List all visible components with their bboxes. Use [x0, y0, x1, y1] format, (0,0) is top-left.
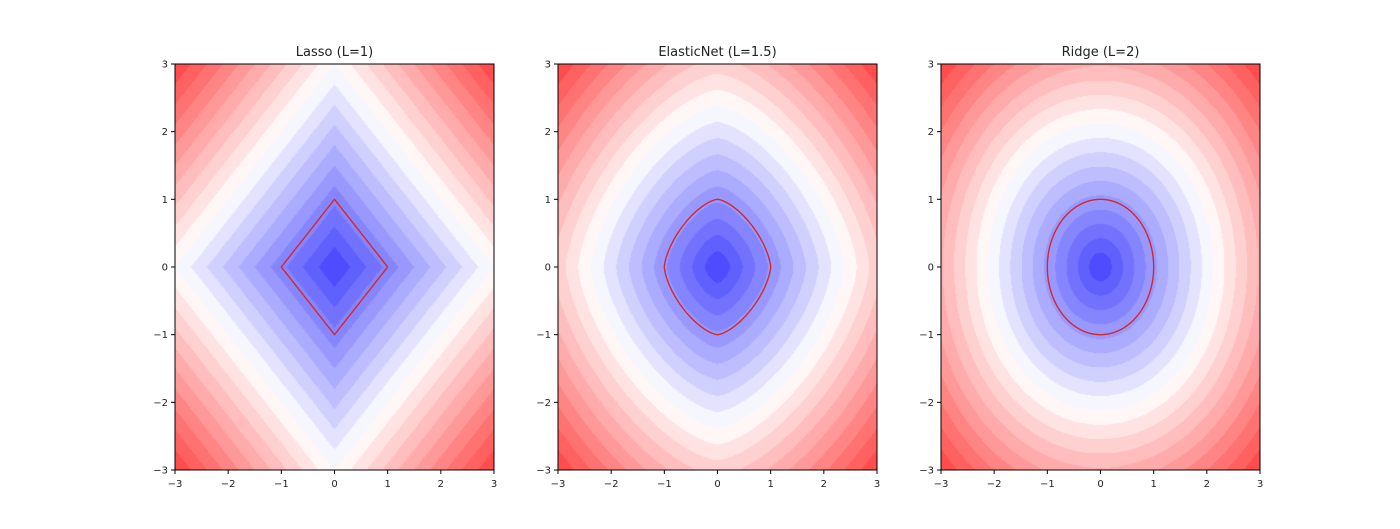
- contour-line: [663, 198, 772, 336]
- x-tick-label: −1: [657, 479, 672, 490]
- x-tick-label: 1: [384, 479, 390, 490]
- x-tick-label: 1: [1150, 479, 1156, 490]
- x-tick-label: 3: [1257, 479, 1263, 490]
- y-tick-label: −3: [153, 466, 168, 477]
- y-tick-label: −1: [919, 330, 934, 341]
- y-tick-label: 1: [928, 195, 934, 206]
- y-tick-label: 3: [162, 60, 168, 71]
- contour-line: [280, 198, 389, 336]
- y-tick-label: 2: [162, 127, 168, 138]
- contour-line: [1046, 198, 1155, 336]
- panel-title: ElasticNet (L=1.5): [658, 45, 776, 60]
- x-tick-label: −1: [274, 479, 289, 490]
- panel-2: −3 −2 −1 0 1 2 3 −3 −2 −1 0 1 2 3 ElasticNet (L=1.5): [536, 45, 880, 490]
- x-tick-label: 0: [1097, 479, 1103, 490]
- y-tick-label: 3: [928, 60, 934, 71]
- y-tick-label: 3: [545, 60, 551, 71]
- y-tick-label: 2: [928, 127, 934, 138]
- y-tick-label: 1: [162, 195, 168, 206]
- y-tick-label: −3: [536, 466, 551, 477]
- x-tick-label: −2: [604, 479, 619, 490]
- x-tick-label: 1: [767, 479, 773, 490]
- x-tick-label: −1: [1040, 479, 1055, 490]
- x-tick-label: 2: [438, 479, 444, 490]
- y-tick-label: 0: [162, 263, 168, 274]
- x-tick-label: −3: [934, 479, 949, 490]
- heatmap-fill: [175, 64, 494, 470]
- y-tick-label: 0: [545, 263, 551, 274]
- y-tick-label: −2: [536, 398, 551, 409]
- x-tick-label: 2: [821, 479, 827, 490]
- x-tick-label: −2: [221, 479, 236, 490]
- y-tick-label: 1: [545, 195, 551, 206]
- y-tick-label: −1: [153, 330, 168, 341]
- y-tick-label: −2: [153, 398, 168, 409]
- x-tick-label: 3: [491, 479, 497, 490]
- x-tick-label: −3: [551, 479, 566, 490]
- panel-title: Ridge (L=2): [1062, 45, 1140, 60]
- heatmap-fill: [558, 64, 877, 470]
- x-tick-label: −2: [987, 479, 1002, 490]
- y-tick-label: −3: [919, 466, 934, 477]
- y-tick-label: −1: [536, 330, 551, 341]
- x-tick-label: −3: [168, 479, 183, 490]
- x-tick-label: 0: [331, 479, 337, 490]
- y-tick-label: 2: [545, 127, 551, 138]
- panel-1: −3 −2 −1 0 1 2 3 −3 −2 −1 0 1 2 3 Lasso (L=1): [153, 45, 497, 490]
- x-tick-label: 0: [714, 479, 720, 490]
- panel-3: −3 −2 −1 0 1 2 3 −3 −2 −1 0 1 2 3 Ridge (L=2): [919, 45, 1263, 490]
- panel-title: Lasso (L=1): [296, 45, 373, 60]
- x-tick-label: 2: [1204, 479, 1210, 490]
- y-tick-label: −2: [919, 398, 934, 409]
- heatmap-fill: [941, 64, 1260, 470]
- y-tick-label: 0: [928, 263, 934, 274]
- x-tick-label: 3: [874, 479, 880, 490]
